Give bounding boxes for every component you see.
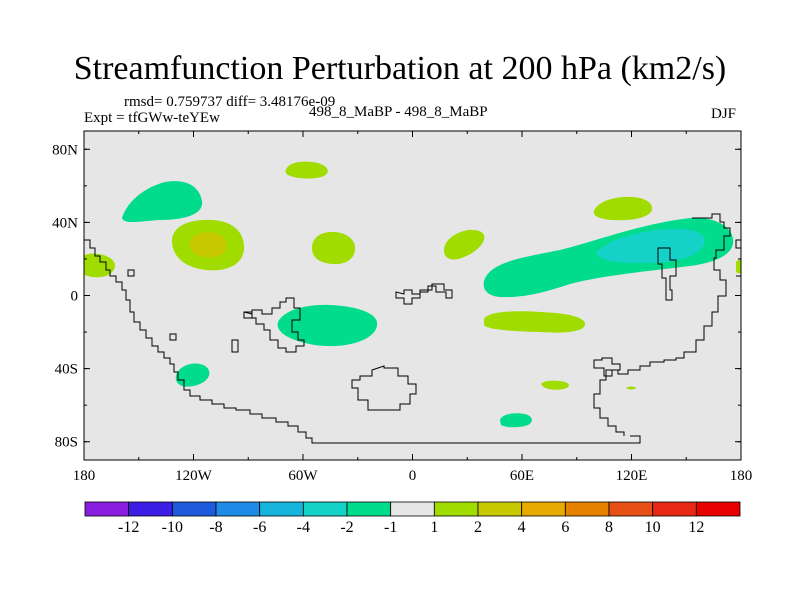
colorbar-swatch <box>171 501 217 517</box>
colorbar-label: -6 <box>253 519 266 536</box>
coastline-africa <box>395 283 453 305</box>
colorbar-swatch <box>433 501 479 517</box>
lon-label: 60E <box>510 468 534 484</box>
colorbar-swatch <box>521 501 566 517</box>
map-frame <box>83 130 742 461</box>
pos-anomaly-south-indian <box>541 380 569 390</box>
coastline-island-4 <box>243 311 253 319</box>
lat-label: 80N <box>52 142 78 158</box>
colorbar-swatch <box>302 501 348 517</box>
pos-anomaly-indian-ocean <box>484 311 586 333</box>
lat-label: 40S <box>55 362 78 378</box>
pos-anomaly-africa <box>444 229 485 260</box>
experiment-label: Expt = tfGWw-teYEw <box>84 110 220 126</box>
pos-anomaly-tiny <box>626 386 636 390</box>
lon-label: 180 <box>730 468 753 484</box>
coastline-south-africa <box>351 365 417 411</box>
coastline-australia <box>593 357 621 377</box>
colorbar-swatch <box>477 501 523 517</box>
neg-anomaly-southern-ocean <box>500 413 532 428</box>
lat-label: 0 <box>71 289 79 305</box>
coastline-island-2 <box>169 333 177 341</box>
colorbar-label: -4 <box>297 519 310 536</box>
plot-title: Streamfunction Perturbation at 200 hPa (… <box>73 50 727 87</box>
colorbar-label: -8 <box>209 519 222 536</box>
lon-label: 120E <box>616 468 648 484</box>
colorbar-swatch <box>652 501 697 517</box>
lat-labels: 80N 40N 0 40S 80S <box>52 142 78 450</box>
colorbar-labels: -12 -10 -8 -6 -4 -2 -1 1 2 4 6 8 10 12 <box>118 519 704 536</box>
pos-anomaly-greenland <box>285 161 328 179</box>
coastlines <box>84 213 741 444</box>
neg-anomaly-south-atlantic <box>277 304 378 347</box>
coastline-island-3 <box>231 339 239 353</box>
colorbar-swatch <box>346 501 392 517</box>
colorbar-swatch <box>215 501 261 517</box>
colorbar-swatch <box>608 501 654 517</box>
season-label: DJF <box>711 106 737 122</box>
colorbar-swatch <box>84 501 130 517</box>
case-label: 498_8_MaBP - 498_8_MaBP <box>309 104 488 120</box>
contour-fills <box>84 161 741 428</box>
colorbar-label: -12 <box>118 519 139 536</box>
neg-anomaly-asia-core <box>596 228 705 264</box>
lat-label: 80S <box>55 435 78 451</box>
colorbar-label: 1 <box>430 519 438 536</box>
colorbar-label: -2 <box>340 519 353 536</box>
coastline-dateline-east <box>735 239 741 277</box>
lon-label: 0 <box>409 468 417 484</box>
coastline-antarctica-edge <box>612 435 641 444</box>
colorbar <box>84 501 741 517</box>
colorbar-label: 10 <box>645 519 661 536</box>
colorbar-label: 4 <box>518 519 526 536</box>
lon-label: 180 <box>73 468 96 484</box>
colorbar-swatch <box>390 501 435 517</box>
coastline-japan <box>657 247 677 301</box>
colorbar-swatch <box>128 501 173 517</box>
pos-anomaly-north-america-core <box>189 232 227 258</box>
coastline-island-1 <box>127 269 135 277</box>
colorbar-swatch <box>695 501 741 517</box>
lat-label: 40N <box>52 215 78 231</box>
pos-anomaly-dateline-west <box>84 253 115 278</box>
coastline-south-america-east <box>243 297 305 353</box>
lon-label: 120W <box>175 468 213 484</box>
rmsd-diff-label: rmsd= 0.759737 diff= 3.48176e-09 <box>124 94 336 110</box>
lon-labels: 180 120W 60W 0 60E 120E 180 <box>73 468 753 484</box>
colorbar-swatch <box>564 501 610 517</box>
colorbar-label: -1 <box>384 519 397 536</box>
colorbar-label: 2 <box>474 519 482 536</box>
coastline-americas-west <box>84 239 630 444</box>
neg-anomaly-nw-america <box>122 181 203 223</box>
lon-label: 60W <box>288 468 318 484</box>
coastline-asia-east <box>593 213 731 436</box>
pos-anomaly-atlantic <box>312 231 356 265</box>
colorbar-label: 6 <box>561 519 569 536</box>
pos-anomaly-dateline-east <box>736 259 741 274</box>
colorbar-swatch <box>259 501 304 517</box>
map-background <box>84 131 741 460</box>
colorbar-label: 8 <box>605 519 613 536</box>
pos-anomaly-north-asia <box>593 196 653 221</box>
colorbar-label: -10 <box>162 519 183 536</box>
colorbar-label: 12 <box>688 519 704 536</box>
